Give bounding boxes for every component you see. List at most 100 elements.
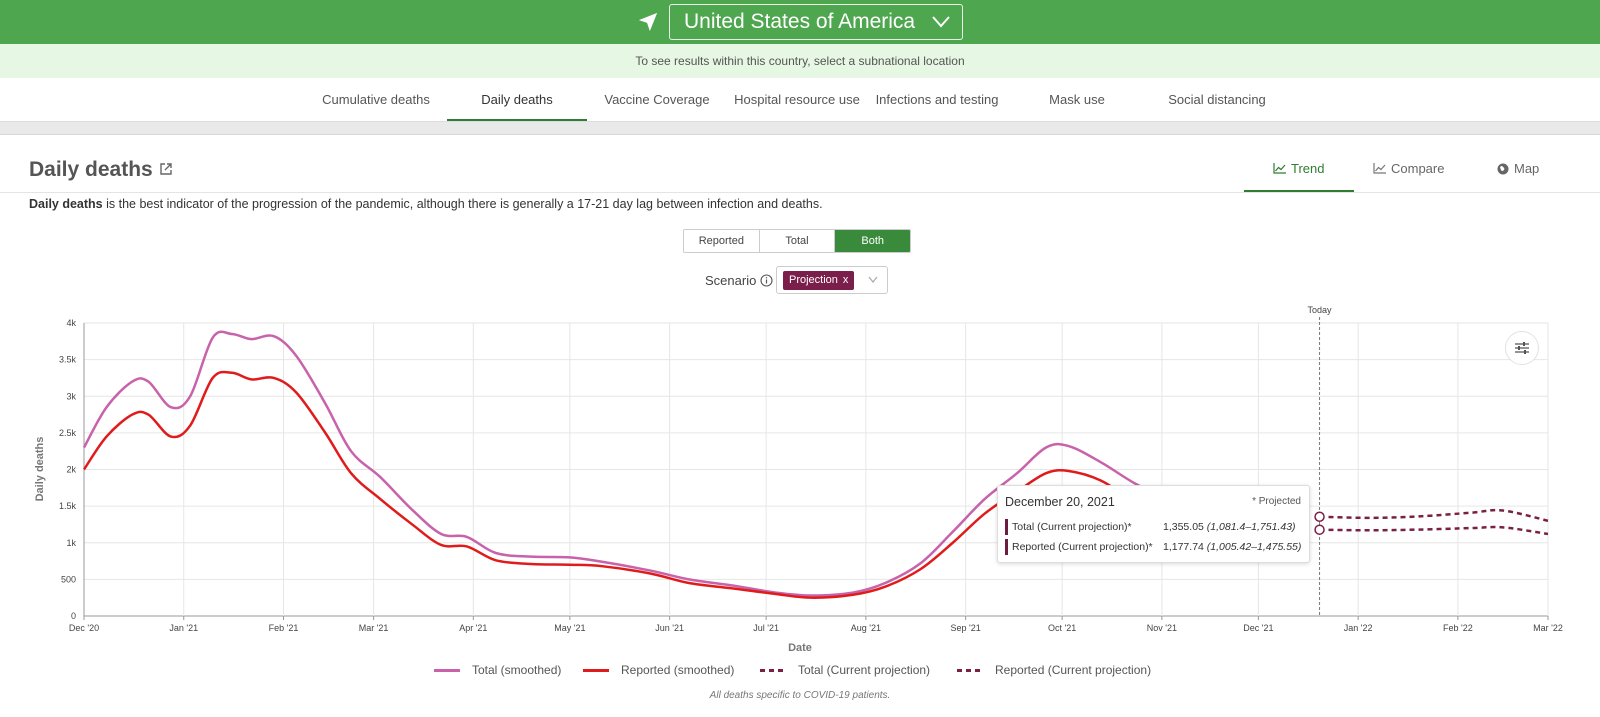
- legend-swatch: [957, 668, 983, 672]
- today-point: [1314, 511, 1325, 522]
- x-tick-label: Apr '21: [459, 623, 487, 633]
- description-rest: is the best indicator of the progression…: [102, 197, 823, 211]
- tab-social-distancing[interactable]: Social distancing: [1168, 92, 1266, 107]
- country-dropdown[interactable]: United States of America: [669, 4, 963, 40]
- x-tick-label: Dec '21: [1243, 623, 1273, 633]
- legend-label: Total (smoothed): [472, 663, 562, 677]
- tab-vaccine-coverage[interactable]: Vaccine Coverage: [604, 92, 710, 107]
- y-tick-label: 2k: [66, 465, 76, 475]
- scenario-chip: Projection x: [783, 271, 855, 290]
- legend-total-projection[interactable]: Total (Current projection): [760, 663, 930, 677]
- section-header: Daily deaths Trend Compare Map: [0, 135, 1600, 193]
- series-total-projection: [1319, 508, 1549, 522]
- tooltip-row-reported: Reported (Current projection)* 1,177.74 …: [1005, 539, 1305, 555]
- y-tick-label: 2.5k: [59, 428, 77, 438]
- scenario-select[interactable]: Projection x: [776, 266, 888, 294]
- chevron-down-icon: [932, 16, 950, 28]
- x-tick-label: Dec '20: [69, 623, 99, 633]
- toggle-reported[interactable]: Reported: [684, 230, 760, 252]
- tab-daily-deaths[interactable]: Daily deaths: [447, 78, 587, 121]
- view-tab-compare-label: Compare: [1391, 161, 1445, 176]
- tooltip-range: (1,005.42–1,475.55): [1206, 541, 1302, 553]
- tooltip-row-label: Reported (Current projection)*: [1012, 541, 1153, 553]
- y-axis-title: Daily deaths: [34, 437, 46, 502]
- tab-cumulative-deaths[interactable]: Cumulative deaths: [322, 92, 430, 107]
- active-view-indicator: [1244, 190, 1354, 192]
- toggle-both[interactable]: Both: [835, 230, 910, 252]
- tooltip-row-value: 1,355.05 (1,081.4–1,751.43): [1163, 519, 1296, 535]
- x-tick-label: Nov '21: [1147, 623, 1177, 633]
- description-bold: Daily deaths: [29, 197, 103, 211]
- x-tick-label: Feb '22: [1443, 623, 1473, 633]
- daily-deaths-chart: 0 500 1k 1.5k 2k 2.5k 3k 3.5k 4k Dec '20 Jan '21 Fe…: [34, 305, 1563, 654]
- scenario-chip-label: Projection: [789, 274, 838, 286]
- tooltip-row-value: 1,177.74 (1,005.42–1,475.55): [1163, 539, 1301, 555]
- chart-tooltip: December 20, 2021 * Projected Total (Cur…: [997, 485, 1310, 563]
- x-tick-label: Jun '21: [655, 623, 684, 633]
- legend-reported-smoothed[interactable]: Reported (smoothed): [583, 663, 734, 677]
- legend-label: Reported (smoothed): [621, 663, 735, 677]
- y-tick-label: 1.5k: [59, 501, 77, 511]
- legend-label: Total (Current projection): [798, 663, 931, 677]
- tooltip-range: (1,081.4–1,751.43): [1206, 521, 1296, 533]
- compare-chart-icon: [1373, 163, 1386, 174]
- sliders-icon: [1515, 342, 1529, 354]
- tooltip-date: December 20, 2021: [1005, 495, 1115, 509]
- y-tick-label: 3.5k: [59, 355, 77, 365]
- tab-infections-and-testing[interactable]: Infections and testing: [875, 92, 999, 107]
- tooltip-value: 1,177.74: [1163, 541, 1204, 553]
- today-marker: Today: [1308, 305, 1333, 616]
- chart-footnote: All deaths specific to COVID-19 patients…: [709, 690, 891, 701]
- external-link-icon[interactable]: [160, 163, 172, 175]
- y-tick-label: 0: [71, 611, 76, 621]
- location-arrow-icon[interactable]: [637, 11, 659, 33]
- tooltip-value: 1,355.05: [1163, 521, 1204, 533]
- scenario-label: Scenario: [705, 273, 773, 288]
- divider: [0, 122, 1600, 135]
- x-tick-label: Mar '22: [1533, 623, 1563, 633]
- series-reported-smoothed: [82, 370, 1169, 599]
- tooltip-row-total: Total (Current projection)* 1,355.05 (1,…: [1005, 519, 1305, 535]
- series-reported-projection: [1319, 525, 1549, 536]
- x-axis-title: Date: [788, 642, 812, 654]
- y-tick-label: 3k: [66, 391, 76, 401]
- section-description: Daily deaths is the best indicator of th…: [29, 197, 823, 211]
- x-tick-label: Jan '22: [1344, 623, 1373, 633]
- view-tab-compare[interactable]: Compare: [1373, 161, 1444, 176]
- legend-swatch: [760, 668, 786, 672]
- tab-mask-use[interactable]: Mask use: [1049, 92, 1105, 107]
- tooltip-row-label: Total (Current projection)*: [1012, 521, 1132, 533]
- legend-reported-projection[interactable]: Reported (Current projection): [957, 663, 1151, 677]
- globe-icon: [1497, 163, 1509, 174]
- y-tick-label: 1k: [66, 538, 76, 548]
- series-toggle: Reported Total Both: [683, 229, 911, 253]
- view-tab-map[interactable]: Map: [1497, 161, 1539, 176]
- subnational-hint: To see results within this country, sele…: [0, 44, 1600, 78]
- x-tick-label: Mar '21: [359, 623, 389, 633]
- toggle-total[interactable]: Total: [760, 230, 836, 252]
- chart-lines: [82, 330, 1549, 599]
- legend-swatch: [583, 668, 609, 672]
- x-tick-label: Oct '21: [1048, 623, 1076, 633]
- today-point: [1314, 524, 1325, 535]
- line-chart-icon: [1273, 163, 1286, 174]
- tab-hospital-resource-use[interactable]: Hospital resource use: [734, 92, 860, 107]
- location-header: United States of America: [0, 0, 1600, 44]
- x-tick-label: May '21: [554, 623, 585, 633]
- legend-total-smoothed[interactable]: Total (smoothed): [434, 663, 561, 677]
- view-tab-map-label: Map: [1514, 161, 1540, 176]
- y-tick-label: 4k: [66, 318, 76, 328]
- scenario-chip-remove[interactable]: x: [842, 274, 849, 286]
- y-tick-label: 500: [61, 574, 76, 584]
- x-tick-label: Aug '21: [851, 623, 881, 633]
- x-tick-label: Feb '21: [269, 623, 299, 633]
- series-total-smoothed: [82, 330, 1169, 597]
- info-icon[interactable]: [760, 274, 773, 287]
- chart-settings-button[interactable]: [1505, 331, 1539, 365]
- country-dropdown-label: United States of America: [684, 10, 916, 33]
- today-label: Today: [1308, 305, 1333, 315]
- x-tick-label: Sep '21: [950, 623, 980, 633]
- view-tab-trend[interactable]: Trend: [1273, 161, 1324, 176]
- metric-tabs: Cumulative deaths Daily deaths Vaccine C…: [0, 78, 1600, 122]
- x-tick-label: Jan '21: [169, 623, 198, 633]
